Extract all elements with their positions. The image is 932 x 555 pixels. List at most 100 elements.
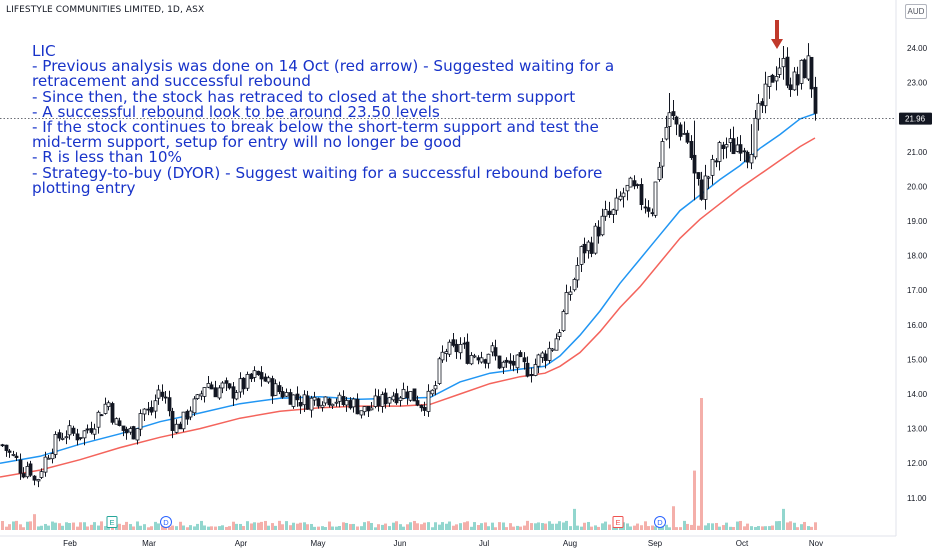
volume-bar [722, 525, 725, 530]
earnings-event-marker[interactable]: E [612, 516, 624, 528]
last-price-badge [899, 112, 932, 125]
candle-body [692, 154, 697, 174]
volume-bar [328, 521, 331, 530]
candle-body [224, 380, 229, 384]
candle-body [760, 101, 765, 106]
candle-body [387, 397, 392, 404]
volume-bar [679, 527, 682, 530]
candle-body [469, 355, 474, 365]
volume-bar [509, 523, 512, 530]
earnings-event-marker[interactable]: E [106, 516, 118, 528]
volume-bar [228, 526, 231, 530]
volume-bar [796, 527, 799, 530]
candle-body [263, 376, 268, 382]
candle-body [657, 166, 662, 180]
volume-bar [402, 526, 405, 530]
candle-body [0, 444, 5, 447]
candle-body [543, 353, 548, 361]
candle-body [167, 397, 172, 412]
candle-body [714, 160, 719, 163]
event-badge-shape [106, 516, 118, 528]
volume-bar [601, 523, 604, 530]
volume-bar [207, 526, 210, 530]
volume-bar [218, 526, 221, 530]
volume-bar [271, 523, 274, 530]
candle-body [160, 391, 165, 397]
price-tick-label: 16.00 [907, 321, 928, 330]
candle-body [11, 454, 16, 456]
volume-bar [786, 522, 789, 530]
candle-body [323, 396, 328, 404]
event-badge-shape [160, 516, 172, 528]
candle-body [398, 397, 403, 401]
candle-body [618, 195, 623, 200]
candle-body [121, 425, 126, 431]
candle-body [685, 132, 690, 143]
candle-body [653, 181, 658, 216]
candle-body [32, 475, 37, 481]
candle-body [572, 279, 577, 291]
candle-body [277, 385, 282, 392]
candle-body [266, 377, 271, 383]
candle-body [124, 428, 129, 434]
volume-bar [317, 526, 320, 530]
candle-body [36, 479, 41, 482]
volume-bar [129, 524, 132, 530]
volume-bar [473, 522, 476, 530]
volume-bar [420, 524, 423, 530]
price-tick-label: 13.00 [907, 425, 928, 434]
volume-bar [225, 526, 228, 530]
volume-bar [551, 523, 554, 530]
volume-bar [264, 520, 267, 530]
candle-body [589, 242, 594, 254]
candle-body [802, 59, 807, 79]
volume-bar [530, 523, 533, 530]
volume-bar [377, 524, 380, 530]
event-badge-letter: D [657, 518, 663, 527]
candle-body [600, 215, 605, 236]
candle-body [227, 383, 232, 389]
candle-body [316, 398, 321, 407]
volume-bar [814, 522, 817, 530]
candle-body [373, 395, 378, 407]
candle-body [18, 459, 23, 474]
candle-body [639, 184, 644, 206]
volume-bar [150, 526, 153, 530]
volume-bar [171, 525, 174, 530]
dividend-event-marker[interactable]: D [160, 516, 172, 528]
candle-body [433, 385, 438, 390]
volume-bar [392, 522, 395, 530]
price-tick-label: 20.00 [907, 182, 928, 191]
volume-bar [54, 522, 57, 530]
note-line: - R is less than 10% [32, 148, 182, 167]
volume-bar [44, 523, 47, 530]
candle-body [419, 404, 424, 409]
dividend-event-marker[interactable]: D [654, 516, 666, 528]
volume-bar [526, 520, 529, 530]
time-tick-label: Aug [563, 539, 577, 548]
candle-body [341, 396, 346, 406]
volume-layer [1, 398, 817, 530]
volume-bar [210, 526, 213, 530]
candle-body [75, 433, 80, 441]
candle-body [199, 393, 204, 397]
candle-body [568, 291, 573, 295]
event-badge-shape [612, 516, 624, 528]
candle-body [231, 386, 236, 399]
candle-body [699, 179, 704, 200]
volume-bar [576, 525, 579, 530]
volume-bar [367, 521, 370, 530]
volume-bar [810, 526, 813, 530]
volume-bar [555, 523, 558, 530]
currency-badge[interactable]: AUD [905, 4, 927, 19]
volume-bar [626, 523, 629, 530]
candle-body [50, 453, 55, 460]
candle-body [146, 408, 151, 411]
volume-bar [399, 524, 402, 530]
candle-body [557, 332, 562, 337]
volume-bar [321, 526, 324, 530]
volume-bar [186, 527, 189, 530]
